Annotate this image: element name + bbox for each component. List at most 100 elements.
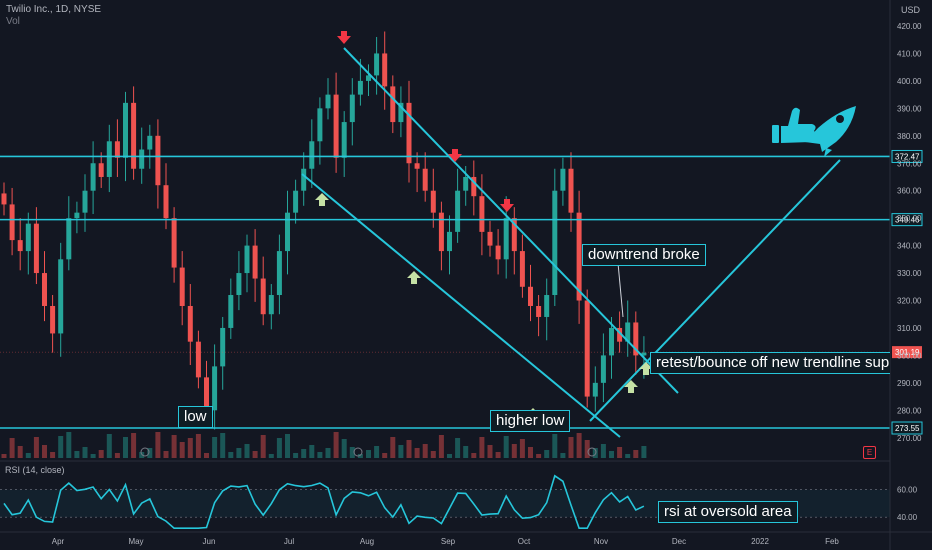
volume-bar [560, 453, 566, 458]
candle [438, 201, 444, 271]
up-arrow-icon [315, 193, 329, 206]
trendline[interactable] [589, 159, 841, 422]
volume-bar [131, 433, 137, 458]
candle [25, 212, 31, 275]
candle [131, 86, 137, 180]
candle [74, 201, 80, 234]
down-arrow-icon [448, 149, 462, 162]
volume-bar [90, 454, 96, 458]
time-tick-label: Feb [825, 537, 839, 546]
volume-bar [204, 453, 209, 458]
earnings-badge-icon[interactable]: E [863, 446, 876, 459]
volume-bar [33, 437, 39, 458]
candle [187, 284, 193, 366]
volume-bar [536, 454, 542, 458]
volume-bar [430, 451, 436, 458]
volume-bar [285, 434, 290, 458]
volume-bar [398, 445, 404, 458]
volume-bar [341, 439, 347, 458]
volume-bar [325, 448, 331, 458]
volume-bar [576, 433, 582, 458]
volume-bar [511, 444, 517, 458]
price-tick-label: 330.00 [897, 269, 922, 278]
volume-bar [592, 448, 598, 458]
volume-bar [82, 447, 88, 458]
candle [98, 152, 104, 188]
candle [398, 86, 404, 138]
time-tick-label: Dec [672, 537, 686, 546]
candle [455, 168, 461, 243]
volume-bar [366, 450, 371, 458]
candle [66, 196, 72, 271]
rsi-title: RSI (14, close) [5, 465, 65, 475]
time-tick-label: Nov [594, 537, 608, 546]
symbol-title[interactable]: Twilio Inc., 1D, NYSE [6, 4, 102, 15]
candle [106, 124, 112, 193]
volume-bar [187, 438, 193, 458]
price-tick-label: 420.00 [897, 22, 922, 31]
volume-bar [617, 447, 623, 458]
candle [357, 58, 363, 106]
volume-bar [471, 453, 477, 458]
candle [349, 78, 355, 146]
time-tick-label: Jun [203, 537, 216, 546]
volume-bar [487, 445, 493, 458]
volume-bar [74, 451, 80, 458]
volume-bar [544, 450, 550, 458]
volume-bar [317, 452, 323, 458]
price-axis[interactable]: 420.00 410.00 400.00 390.00 380.00 370.00 360.… [889, 0, 922, 550]
candle [163, 163, 169, 230]
volume-bar [25, 453, 31, 458]
trendline[interactable] [343, 47, 679, 394]
candle [576, 190, 582, 324]
price-tick-label: 380.00 [897, 132, 922, 141]
volume-bars [1, 432, 647, 458]
volume-bar [349, 447, 355, 458]
volume-bar [503, 436, 509, 458]
earnings-marker-icon [353, 447, 363, 457]
trendline[interactable] [301, 173, 621, 438]
volume-bar [333, 432, 339, 458]
candle [544, 278, 550, 341]
volume-label: Vol [6, 16, 20, 27]
candle [528, 264, 533, 322]
currency-label: USD [900, 5, 920, 15]
trendlines[interactable] [301, 47, 841, 438]
candle [633, 311, 639, 375]
volume-bar [301, 449, 307, 458]
volume-bar [357, 454, 363, 458]
rsi-line [3, 474, 645, 530]
down-arrow-icon [337, 31, 351, 44]
candle [584, 289, 590, 408]
candle [147, 124, 153, 169]
volume-bar [633, 450, 639, 458]
up-arrow-icon [624, 380, 638, 393]
volume-bar [382, 453, 388, 458]
price-tick-label: 340.00 [897, 242, 922, 251]
candle [430, 168, 436, 228]
earnings-marker-icon [140, 447, 150, 457]
up-arrow-icon [639, 362, 653, 375]
volume-bar [195, 434, 201, 458]
volume-bar [447, 454, 452, 458]
down-arrow-icon [500, 199, 514, 212]
chart-header: Twilio Inc., 1D, NYSE Vol [6, 4, 101, 27]
candle [155, 119, 161, 209]
volume-bar [252, 451, 258, 458]
time-tick-label: Aug [360, 537, 374, 546]
volume-bar [9, 438, 15, 458]
time-axis[interactable]: Apr May Jun Jul Aug Sep Oct Nov Dec 2022 Feb [52, 537, 840, 546]
volume-bar [528, 447, 533, 458]
candle [114, 119, 120, 177]
volume-bar [220, 433, 226, 458]
candle [260, 256, 266, 326]
candle [293, 179, 299, 224]
note-higher-low: higher low [490, 410, 571, 432]
volume-bar [147, 448, 153, 458]
volume-bar [244, 444, 250, 458]
price-tick-label: 300.00 [897, 351, 922, 360]
candle [552, 168, 558, 306]
candle [536, 295, 542, 337]
